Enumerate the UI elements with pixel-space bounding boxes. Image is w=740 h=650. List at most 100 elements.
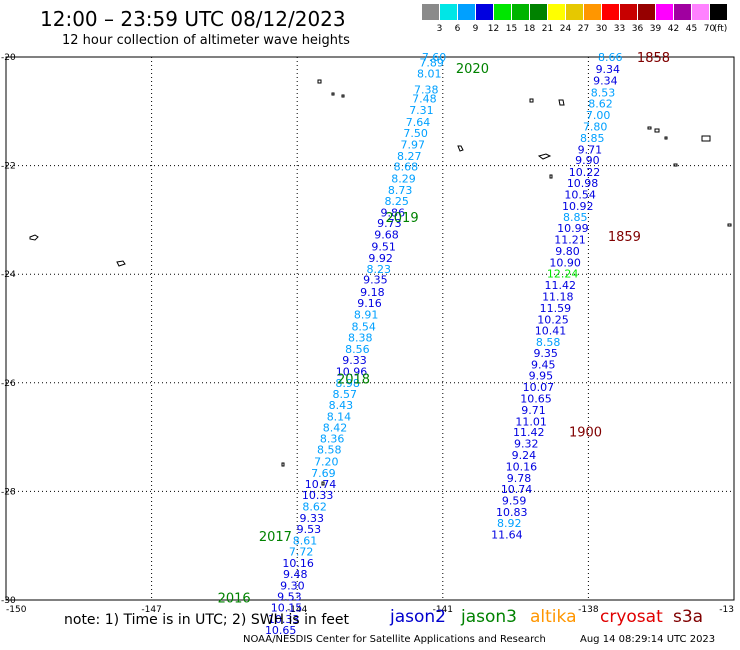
footer-note: note: 1) Time is in UTC; 2) SWH is in fe… [64, 612, 350, 628]
wave-height-value: 10.33 [302, 489, 334, 502]
island [558, 99, 565, 106]
wave-height-value: 9.48 [283, 568, 308, 581]
wave-height-value: 10.74 [501, 483, 533, 496]
graticule: -150 -147 -144 -141 -138 -13 -20 -22 -24 -26 -28 -3… [1, 53, 734, 615]
wave-height-value: 10.25 [537, 313, 569, 326]
legend-label: 18 [523, 24, 536, 34]
wave-height-value: 8.66 [598, 51, 623, 64]
legend-swatch [422, 4, 439, 20]
wave-height-value: 10.74 [305, 478, 337, 491]
legend-label: 30 [595, 24, 608, 34]
island [701, 135, 711, 142]
wave-height-value: 8.62 [302, 501, 327, 514]
legend-label: 9 [472, 24, 479, 34]
legend-label: 70 [703, 24, 716, 34]
wave-height-value: 10.16 [506, 460, 538, 473]
wave-height-value: 11.21 [554, 233, 586, 246]
wave-height-value: 10.98 [567, 177, 599, 190]
legend-swatch [494, 4, 511, 20]
wave-height-value: 8.73 [388, 184, 413, 197]
island [116, 260, 126, 267]
wave-height-value: 9.35 [533, 347, 558, 360]
legend-label: 6 [454, 24, 461, 34]
wave-height-value: 9.30 [280, 579, 305, 592]
wave-height-value: 10.41 [535, 325, 567, 338]
satellite-jason3: jason3 [461, 607, 517, 627]
wave-height-value: 9.53 [297, 523, 322, 536]
island [281, 462, 285, 467]
wave-height-value: 10.83 [496, 506, 528, 519]
satellite-jason2: jason2 [390, 607, 446, 627]
page-title: 12:00 – 23:59 UTC 08/12/2023 [40, 7, 346, 31]
lat-tick-label: -24 [1, 270, 16, 280]
wave-height-value: 7.64 [406, 116, 431, 129]
wave-height-value: 8.42 [323, 421, 348, 434]
wave-height-value: 11.59 [540, 302, 572, 315]
legend-label: 27 [577, 24, 590, 34]
legend-swatch [602, 4, 619, 20]
wave-height-value: 9.33 [342, 354, 367, 367]
wave-height-value: 9.59 [502, 495, 527, 508]
wave-height-value: 9.34 [593, 74, 618, 87]
legend-swatch [476, 4, 493, 20]
legend-label: 15 [505, 24, 518, 34]
pass-time-label: 2016 [218, 591, 251, 606]
island [647, 126, 652, 130]
legend-label: 21 [541, 24, 554, 34]
island [529, 98, 534, 103]
lon-tick-label: -13 [719, 605, 734, 615]
wave-height-value: 10.33 [268, 613, 300, 626]
wave-height-value: 8.38 [348, 332, 373, 345]
legend-label: 45 [685, 24, 698, 34]
satellite-s3a: s3a [673, 607, 704, 627]
wave-height-value: 8.54 [351, 320, 376, 333]
island [317, 79, 322, 84]
lat-tick-label: -28 [1, 487, 16, 497]
island [537, 153, 552, 160]
island [341, 94, 345, 98]
pass-time-label: 1859 [608, 230, 641, 245]
pass-time-label: 2018 [337, 372, 370, 387]
wave-height-value: 9.16 [357, 297, 382, 310]
wave-height-value: 8.27 [397, 150, 422, 163]
wave-height-value: 8.91 [354, 308, 379, 321]
island [673, 163, 678, 167]
time-labels: 2020 2019 2018 2017 2016 1858 1859 1900 [218, 51, 670, 606]
pass-time-label: 2017 [259, 530, 292, 545]
lat-tick-label: -30 [1, 596, 16, 606]
wave-height-value: 9.45 [531, 358, 556, 371]
legend-swatch [548, 4, 565, 20]
wave-height-value: 8.23 [366, 263, 391, 276]
wave-height-value: 11.42 [513, 426, 545, 439]
satellite-altika: altika [530, 607, 577, 627]
legend-label: 36 [631, 24, 644, 34]
wave-height-value: 12.24 [547, 268, 579, 281]
lat-tick-label: -26 [1, 379, 16, 389]
legend-swatch [638, 4, 655, 20]
wave-height-value: 10.90 [549, 256, 581, 269]
legend-swatch [530, 4, 547, 20]
lon-tick-label: -147 [141, 605, 161, 615]
lat-tick-label: -20 [1, 53, 16, 63]
wave-height-value: 8.57 [333, 388, 358, 401]
legend-label: 24 [559, 24, 572, 34]
generated-timestamp: Aug 14 08:29:14 UTC 2023 [580, 634, 716, 645]
island [29, 234, 39, 241]
wave-height-value: 9.71 [578, 143, 603, 156]
wave-height-value: 10.92 [562, 200, 594, 213]
wave-height-value: 9.32 [514, 438, 539, 451]
wave-height-value: 9.34 [596, 63, 621, 76]
lat-tick-label: -22 [1, 162, 16, 172]
lon-tick-label: -144 [287, 605, 308, 615]
wave-height-value: 7.50 [403, 127, 428, 140]
wave-height-value: 8.85 [563, 211, 588, 224]
wave-height-value: 11.18 [542, 290, 574, 303]
wave-height-value: 7.97 [400, 138, 425, 151]
wave-height-value: 9.90 [575, 154, 600, 167]
wave-height-value: 11.64 [491, 528, 523, 541]
wave-height-value: 9.73 [377, 217, 402, 230]
altimeter-tracks: 7.607.898.01 7.387.487.317.647.507.978.27… [265, 51, 623, 637]
wave-height-value: 8.58 [536, 336, 561, 349]
wave-height-value: 10.22 [569, 166, 601, 179]
wave-height-value: 8.53 [591, 86, 616, 99]
